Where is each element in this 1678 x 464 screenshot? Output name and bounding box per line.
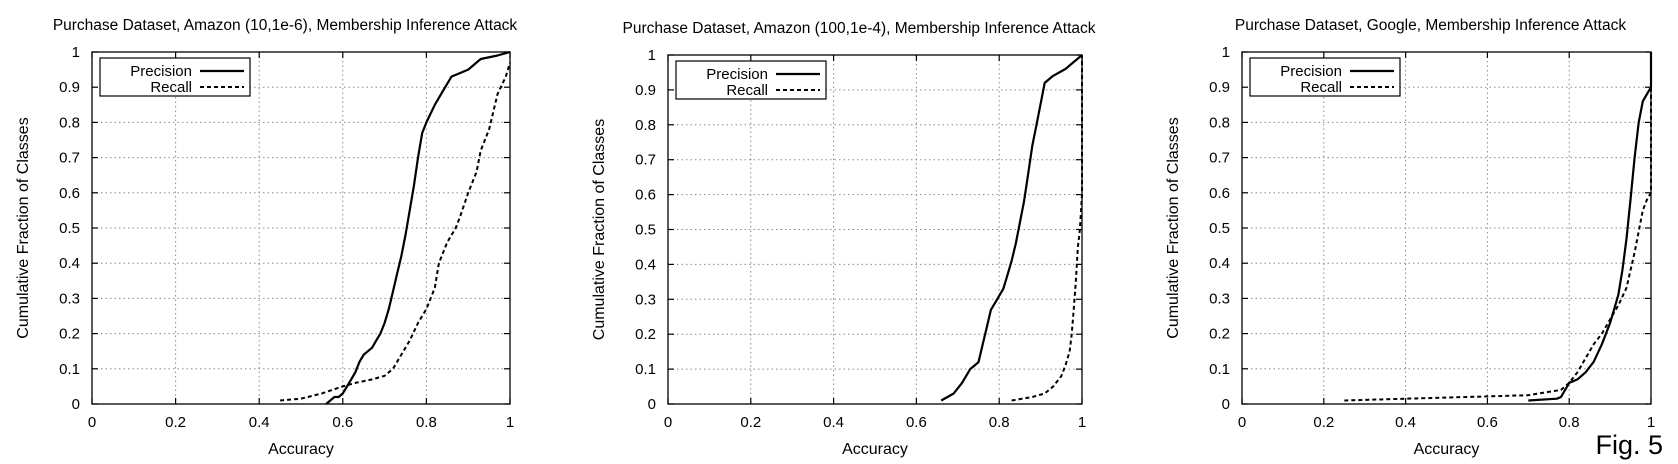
- y-axis-label: Cumulative Fraction of Classes: [591, 119, 608, 340]
- x-tick-label: 0: [1238, 414, 1246, 431]
- x-tick-label: 0.6: [906, 414, 927, 431]
- chart-panel-3: 0 0.2 0.4 0.6 0.8 1 0 0.1 0.2 0.3 0.4 0.5 0.6 0.7 0.8 0…: [1165, 17, 1655, 458]
- plot-frame: [91, 51, 511, 405]
- chart-panel-2: 0 0.2 0.4 0.6 0.8 1 0 0.1 0.2 0.3 0.4 0.5 0.6 0.7 0.8 0…: [591, 20, 1096, 458]
- series-line-precision: [940, 54, 1083, 402]
- y-tick-label: 0.2: [1209, 326, 1230, 343]
- y-tick-label: 0.2: [59, 326, 80, 343]
- x-tick-label: 1: [1647, 414, 1655, 431]
- y-tick-label: 0.1: [1209, 361, 1230, 378]
- chart-panel-1: 0 0.2 0.4 0.6 0.8 1 0 0.1 0.2 0.3 0.4 0.5 0.6 0.7 0.8 0…: [15, 17, 517, 458]
- series-line-precision: [1528, 52, 1653, 402]
- y-tick-label: 0.4: [1209, 255, 1230, 272]
- x-axis-label: Accuracy: [842, 441, 908, 458]
- legend-label: Recall: [1300, 79, 1342, 96]
- x-tick-label: 1: [506, 414, 514, 431]
- y-tick-label: 0.1: [59, 361, 80, 378]
- y-tick-label: 0.3: [59, 290, 80, 307]
- y-tick-label: 0: [648, 396, 656, 413]
- y-tick-label: 0: [1222, 396, 1230, 413]
- y-tick-label: 0.1: [635, 361, 656, 378]
- x-tick-label: 0.4: [1395, 414, 1416, 431]
- y-tick-label: 0.5: [59, 220, 80, 237]
- y-tick-label: 0.8: [635, 117, 656, 134]
- y-tick-label: 0.3: [1209, 290, 1230, 307]
- legend-label: Precision: [1280, 63, 1342, 80]
- y-tick-label: 0.4: [59, 255, 80, 272]
- y-tick-label: 0.9: [1209, 79, 1230, 96]
- x-tick-label: 0.6: [332, 414, 353, 431]
- y-tick-label: 0.6: [635, 187, 656, 204]
- legend-label: Precision: [706, 66, 768, 83]
- y-tick-label: 0.6: [1209, 185, 1230, 202]
- y-tick-label: 0.5: [635, 222, 656, 239]
- x-tick-label: 0.4: [823, 414, 844, 431]
- legend-label: Precision: [130, 63, 192, 80]
- y-tick-label: 0.7: [59, 150, 80, 167]
- y-tick-label: 1: [72, 44, 80, 61]
- x-tick-label: 1: [1078, 414, 1086, 431]
- series-line-precision: [325, 50, 511, 405]
- y-tick-label: 0.8: [1209, 114, 1230, 131]
- chart-title: Purchase Dataset, Amazon (10,1e-6), Memb…: [53, 17, 518, 34]
- chart-title: Purchase Dataset, Google, Membership Inf…: [1235, 17, 1626, 34]
- legend-label: Recall: [150, 79, 192, 96]
- y-tick-label: 0.8: [59, 114, 80, 131]
- y-axis-label: Cumulative Fraction of Classes: [15, 117, 32, 338]
- legend-box: [1249, 57, 1401, 97]
- series-line-recall: [1344, 52, 1652, 402]
- figure-label: Fig. 5: [1595, 430, 1663, 460]
- y-tick-label: 0.4: [635, 256, 656, 273]
- x-axis-label: Accuracy: [1414, 441, 1480, 458]
- x-axis-label: Accuracy: [268, 441, 334, 458]
- x-tick-label: 0.8: [416, 414, 437, 431]
- x-tick-label: 0.2: [740, 414, 761, 431]
- y-tick-label: 0.9: [635, 82, 656, 99]
- chart-title: Purchase Dataset, Amazon (100,1e-4), Mem…: [623, 20, 1096, 37]
- x-tick-label: 0.4: [249, 414, 270, 431]
- series-line-recall: [1011, 55, 1083, 402]
- series-line-recall: [280, 62, 511, 402]
- x-tick-label: 0.2: [1313, 414, 1334, 431]
- y-tick-label: 0.7: [635, 152, 656, 169]
- x-tick-label: 0.8: [1559, 414, 1580, 431]
- y-axis-label: Cumulative Fraction of Classes: [1165, 117, 1182, 338]
- y-tick-label: 1: [1222, 44, 1230, 61]
- x-tick-label: 0: [664, 414, 672, 431]
- x-tick-label: 0.8: [989, 414, 1010, 431]
- y-tick-label: 0.6: [59, 185, 80, 202]
- legend-box: [675, 60, 827, 100]
- legend-label: Recall: [726, 82, 768, 99]
- y-tick-label: 0.7: [1209, 150, 1230, 167]
- x-tick-label: 0: [88, 414, 96, 431]
- x-tick-label: 0.6: [1477, 414, 1498, 431]
- y-tick-label: 0.5: [1209, 220, 1230, 237]
- y-tick-label: 0.2: [635, 326, 656, 343]
- y-tick-label: 0.3: [635, 291, 656, 308]
- y-tick-label: 0: [72, 396, 80, 413]
- legend-box: [99, 57, 251, 97]
- y-tick-label: 0.9: [59, 79, 80, 96]
- x-tick-label: 0.2: [165, 414, 186, 431]
- y-tick-label: 1: [648, 47, 656, 64]
